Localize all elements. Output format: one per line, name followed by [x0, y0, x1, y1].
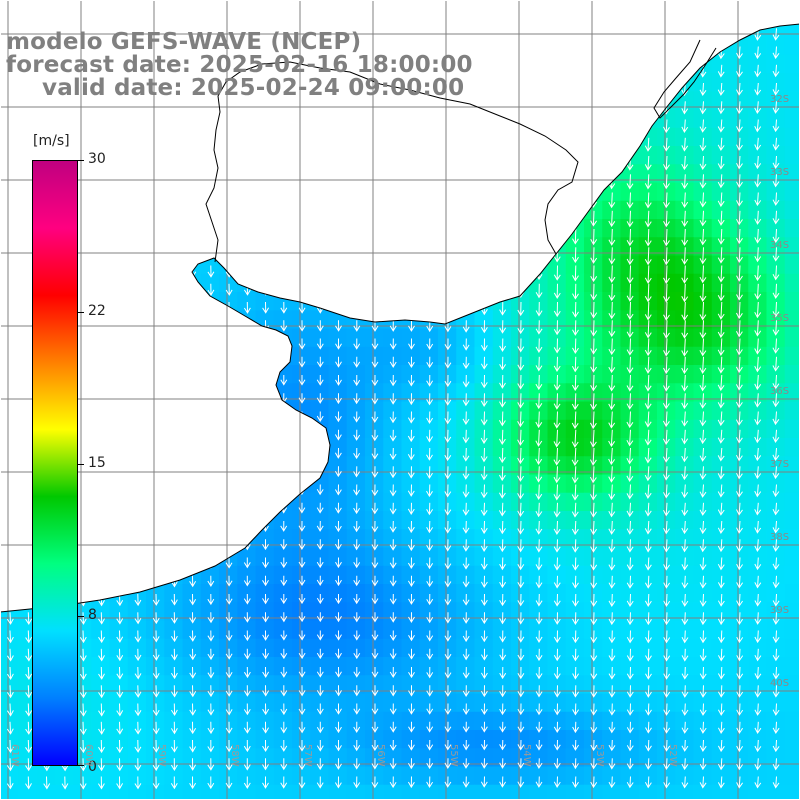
colorbar-tick-15: 15: [88, 455, 106, 471]
colorbar-tick-30: 30: [88, 151, 106, 167]
country-border: [205, 61, 579, 263]
lon-label-53w: 53W: [594, 744, 605, 767]
forecast-date: forecast date: 2025-02-16 18:00:00: [6, 52, 473, 78]
colorbar-tick-8: 8: [88, 607, 97, 623]
coastline: [0, 23, 800, 613]
lat-label-39s: 39S: [770, 605, 790, 616]
lat-label-34s: 34S: [770, 240, 790, 251]
lon-label-54w: 54W: [521, 744, 532, 767]
lat-label-32s: 32S: [770, 94, 790, 105]
model-title: modelo GEFS-WAVE (NCEP): [6, 29, 362, 55]
valid-date: valid date: 2025-02-24 09:00:00: [42, 75, 465, 101]
colorbar-unit: [m/s]: [33, 133, 70, 149]
lat-label-37s: 37S: [770, 459, 790, 470]
lon-label-59w: 59W: [156, 744, 167, 767]
lon-label-58w: 58W: [229, 744, 240, 767]
lat-label-35s: 35S: [770, 313, 790, 324]
lon-label-55w: 55W: [448, 744, 459, 767]
lon-label-52w: 52W: [667, 744, 678, 767]
lat-label-40s: 40S: [770, 678, 790, 689]
lon-label-61w: 61W: [9, 744, 20, 767]
lat-label-38s: 38S: [770, 532, 790, 543]
lon-label-60w: 60W: [83, 744, 94, 767]
lon-label-56w: 56W: [375, 744, 386, 767]
lat-label-33s: 33S: [770, 167, 790, 178]
lon-label-57w: 57W: [302, 744, 313, 767]
colorbar: [32, 160, 78, 766]
colorbar-tick-22: 22: [88, 303, 106, 319]
lagoon-outline: [653, 39, 717, 119]
colorbar-tick-0: 0: [88, 759, 97, 775]
lat-label-36s: 36S: [770, 386, 790, 397]
